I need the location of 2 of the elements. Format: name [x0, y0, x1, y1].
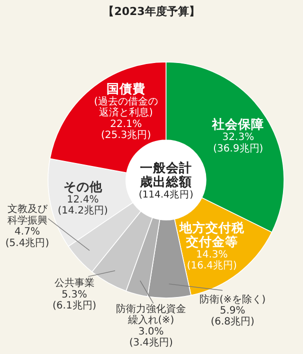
title: 【2023年度予算】: [103, 5, 200, 18]
annotation: 一般会計歳出総額(114.4兆円): [138, 160, 194, 200]
